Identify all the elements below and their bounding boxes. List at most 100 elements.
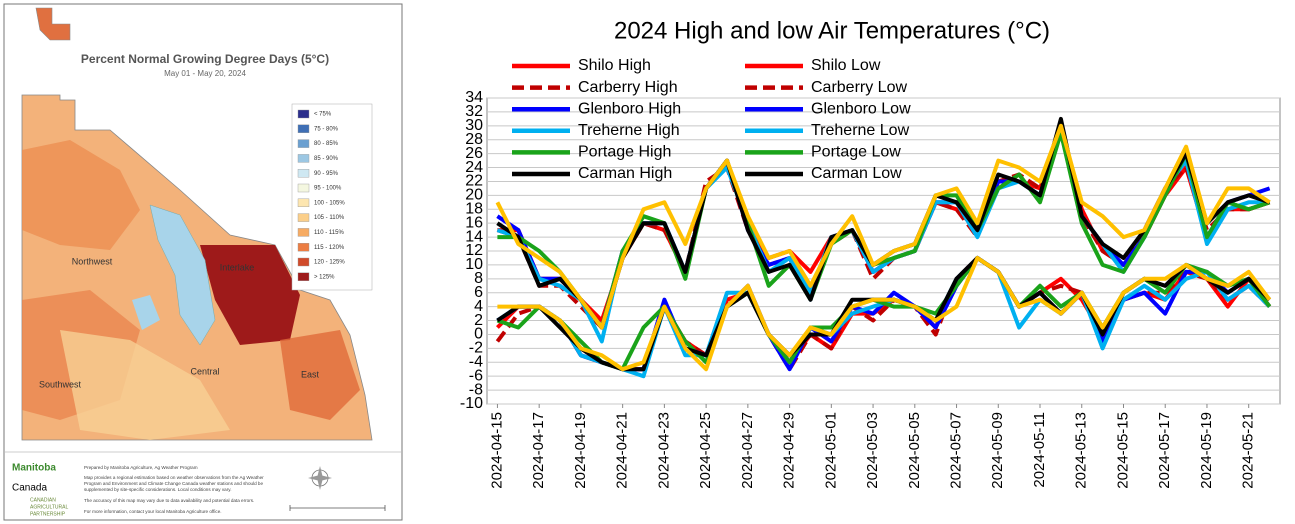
y-tick-label: 30 <box>465 117 483 134</box>
series-line <box>497 256 1272 372</box>
x-tick-label: 2024-05-09 <box>989 412 1006 489</box>
x-tick-label: 2024-05-13 <box>1073 412 1090 489</box>
legend-label: Treherne High <box>578 122 680 139</box>
legend-label: Carman Low <box>811 165 902 182</box>
legend-label: Carman High <box>578 165 672 182</box>
map-zone <box>60 330 230 440</box>
x-tick-label: 2024-05-03 <box>864 412 881 489</box>
legend-label: Portage High <box>578 144 671 161</box>
legend-label: Carberry Low <box>811 79 907 96</box>
series-line <box>495 123 1271 330</box>
y-tick-label: 26 <box>465 145 483 162</box>
map-legend-swatch <box>297 139 310 148</box>
map-logo-text: CANADIAN <box>30 497 56 503</box>
map-legend-label: 115 - 120% <box>314 245 345 251</box>
map-legend-label: 105 - 110% <box>314 215 345 221</box>
y-tick-label: 14 <box>465 228 483 245</box>
y-tick-label: -10 <box>460 395 483 412</box>
x-tick-label: 2024-04-19 <box>572 412 589 489</box>
legend-label: Shilo High <box>578 57 651 74</box>
y-tick-label: -8 <box>469 381 483 398</box>
map-logo-text: PARTNERSHIP <box>30 511 66 517</box>
map-region-label: Interlake <box>220 262 255 272</box>
y-tick-label: 34 <box>465 89 483 106</box>
y-tick-label: 2 <box>474 312 483 329</box>
map-logo-text: Manitoba <box>12 463 56 474</box>
map-note: supplemented by site-specific considerat… <box>84 487 232 492</box>
y-tick-label: -4 <box>469 353 483 370</box>
map-region-label: Central <box>190 366 219 376</box>
y-tick-label: 4 <box>474 298 483 315</box>
map-region-label: Northwest <box>72 256 113 266</box>
y-tick-label: 6 <box>474 284 483 301</box>
map-legend-swatch <box>297 257 310 267</box>
map-legend-swatch <box>297 198 310 208</box>
legend-label: Glenboro High <box>578 100 681 117</box>
y-tick-label: 8 <box>474 270 483 287</box>
legend-label: Portage Low <box>811 144 901 161</box>
x-tick-label: 2024-05-19 <box>1198 412 1215 489</box>
map-region-label: East <box>301 369 320 379</box>
map-zone <box>280 330 360 420</box>
map-legend-swatch <box>297 109 310 119</box>
map-region-label: Southwest <box>39 379 82 389</box>
map-note: The accuracy of this map may vary due to… <box>84 498 254 503</box>
legend-label: Treherne Low <box>811 122 910 139</box>
x-tick-label: 2024-05-01 <box>822 412 839 489</box>
y-tick-label: 28 <box>465 131 483 148</box>
map-note: Prepared by Manitoba Agriculture, Ag Wea… <box>84 465 198 470</box>
x-tick-label: 2024-04-23 <box>655 412 672 489</box>
x-tick-label: 2024-05-11 <box>1031 412 1048 488</box>
map-legend-label: 95 - 100% <box>314 186 342 192</box>
map-area-north <box>35 7 71 41</box>
x-tick-label: 2024-04-27 <box>739 412 756 489</box>
x-tick-label: 2024-04-17 <box>530 412 547 489</box>
map-scale <box>289 505 386 511</box>
legend-label: Carberry High <box>578 79 678 96</box>
map-title: Percent Normal Growing Degree Days (5°C) <box>81 52 329 66</box>
map-legend-swatch <box>297 228 310 237</box>
map-legend-swatch <box>297 168 310 178</box>
map-legend-swatch <box>297 272 310 281</box>
y-tick-label: 12 <box>465 242 483 259</box>
map-logo-text: AGRICULTURAL <box>30 504 68 510</box>
y-tick-label: 24 <box>465 159 483 176</box>
y-tick-label: -6 <box>469 367 483 384</box>
map-legend-swatch <box>297 183 310 193</box>
legend-label: Glenboro Low <box>811 100 911 117</box>
map-legend-label: 120 - 125% <box>314 260 345 266</box>
y-tick-label: 18 <box>465 200 483 217</box>
map-shapes <box>21 7 373 441</box>
map-legend-swatch <box>297 242 310 252</box>
x-tick-label: 2024-04-25 <box>697 412 714 489</box>
y-tick-label: -2 <box>469 340 483 357</box>
y-tick-label: 0 <box>474 326 483 343</box>
map-legend-label: 75 - 80% <box>314 126 339 132</box>
map-legend-label: 100 - 105% <box>314 200 345 206</box>
y-tick-label: 10 <box>465 256 483 273</box>
map-compass <box>308 466 332 490</box>
map-lake <box>149 204 216 346</box>
chart-title: 2024 High and low Air Temperatures (°C) <box>614 17 1050 44</box>
x-tick-label: 2024-05-17 <box>1156 412 1173 489</box>
map-note: Map provides a regional estimation based… <box>84 475 264 480</box>
x-tick-label: 2024-04-21 <box>614 412 631 489</box>
y-tick-label: 32 <box>465 103 483 120</box>
map-legend-label: 85 - 90% <box>314 156 339 162</box>
map-legend-label: < 75% <box>314 112 332 118</box>
map-legend-swatch <box>297 124 310 134</box>
y-tick-label: 22 <box>465 173 483 190</box>
map-legend-label: 110 - 115% <box>314 230 344 236</box>
x-tick-label: 2024-05-21 <box>1240 412 1257 489</box>
x-tick-label: 2024-05-07 <box>948 412 965 489</box>
x-tick-label: 2024-05-15 <box>1114 412 1131 489</box>
x-tick-label: 2024-04-29 <box>781 412 798 489</box>
y-tick-label: 20 <box>465 187 483 204</box>
map-note: For more information, contact your local… <box>84 509 222 514</box>
map-legend-label: 80 - 85% <box>314 141 339 147</box>
x-tick-label: 2024-05-05 <box>906 412 923 489</box>
map-legend-swatch <box>297 213 310 222</box>
map-subtitle: May 01 - May 20, 2024 <box>164 69 246 78</box>
x-tick-label: 2024-04-15 <box>488 412 505 489</box>
